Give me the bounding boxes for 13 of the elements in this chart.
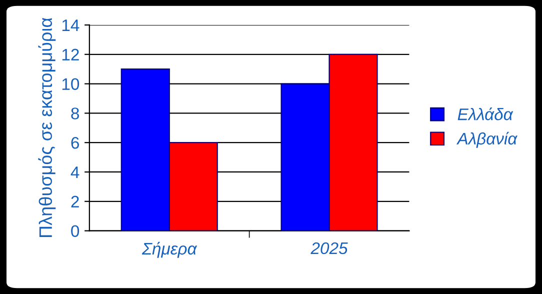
legend-label: Αλβανία <box>456 132 518 148</box>
x-tick-label: 2025 <box>310 242 348 254</box>
y-axis-title: Πληθυσμός σε εκατομμύρια <box>38 18 56 237</box>
y-tick-label: 6 <box>71 136 79 149</box>
y-tick-label: 14 <box>62 20 80 32</box>
y-tick-label: 10 <box>62 78 80 90</box>
y-tick-label: 12 <box>62 48 79 60</box>
y-tick-label: 0 <box>71 225 80 237</box>
legend-label: Ελλάδα <box>458 108 514 120</box>
y-tick-label: 8 <box>71 108 79 120</box>
y-tick-label: 2 <box>71 196 79 208</box>
x-tick-label: Σήμερα <box>142 242 198 258</box>
y-tick-label: 4 <box>70 166 80 178</box>
